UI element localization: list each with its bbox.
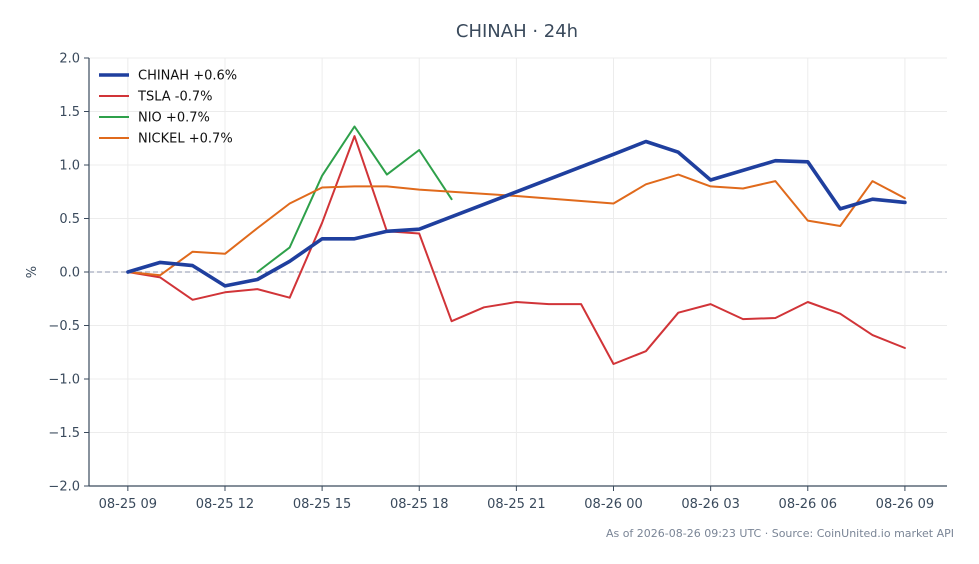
series-line-chinah	[126, 139, 907, 288]
legend-label-tsla: TSLA -0.7%	[137, 90, 212, 105]
y-tick-label: −1.0	[48, 373, 80, 388]
x-tick-label: 08-25 15	[293, 497, 351, 512]
x-tick-label: 08-26 06	[779, 497, 837, 512]
y-tick-label: −2.0	[48, 480, 80, 495]
x-tick-label: 08-25 18	[390, 497, 448, 512]
series-line-nickel	[126, 173, 906, 277]
x-tick-label: 08-25 21	[487, 497, 545, 512]
x-tick-label: 08-25 09	[99, 497, 157, 512]
x-tick-label: 08-26 03	[681, 497, 739, 512]
y-tick-label: 0.0	[59, 266, 80, 281]
y-tick-label: 0.5	[59, 212, 80, 227]
y-tick-label: −0.5	[48, 319, 80, 334]
series-lines	[126, 125, 907, 365]
y-tick-label: −1.5	[48, 426, 80, 441]
axes: 2.0 1.5 1.0 0.5 0.0 −0.5 −1.0 −1.5 −2.0 08-25 09 0…	[48, 52, 947, 512]
chart-footnote: As of 2026-08-26 09:23 UTC · Source: Coi…	[606, 527, 954, 540]
x-tick-label: 08-26 09	[876, 497, 934, 512]
x-tick-label: 08-25 12	[196, 497, 254, 512]
x-tick-label: 08-26 00	[584, 497, 642, 512]
y-axis-label: %	[25, 266, 40, 278]
legend: CHINAH +0.6% TSLA -0.7% NIO +0.7% NICKEL +0…	[99, 69, 237, 147]
y-tick-label: 1.5	[59, 105, 80, 120]
series-line-nio	[256, 125, 453, 273]
y-tick-label: 1.0	[59, 159, 80, 174]
legend-label-nickel: NICKEL +0.7%	[138, 132, 233, 147]
series-line-tsla	[126, 135, 906, 365]
chart-title: CHINAH · 24h	[456, 21, 578, 42]
legend-label-nio: NIO +0.7%	[138, 111, 210, 126]
legend-label-chinah: CHINAH +0.6%	[138, 69, 237, 84]
y-tick-label: 2.0	[59, 52, 80, 67]
